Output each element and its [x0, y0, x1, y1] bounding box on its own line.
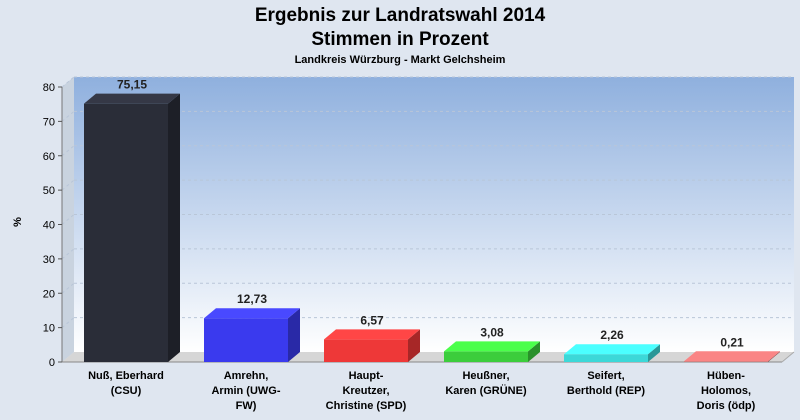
bar-5: [564, 344, 660, 362]
value-label: 0,21: [720, 335, 744, 349]
bar-front: [684, 361, 768, 362]
bars: [84, 93, 780, 362]
category-label-line: Hüben-: [707, 370, 745, 382]
bar-2: [204, 308, 300, 362]
bar-1: [84, 93, 180, 362]
y-tick-label: 60: [43, 151, 55, 163]
grid-line-side: [61, 179, 75, 191]
y-tick-label: 80: [43, 82, 55, 94]
bar-4: [444, 341, 540, 362]
value-label: 2,26: [600, 328, 624, 342]
category-label-line: Karen (GRÜNE): [445, 384, 527, 397]
y-tick-label: 30: [43, 254, 55, 266]
chart-title-line-2: Stimmen in Prozent: [311, 29, 489, 50]
chart-subtitle: Landkreis Würzburg - Markt Gelchsheim: [294, 54, 506, 66]
category-label: Hüben- Holomos, Doris (ödp): [697, 370, 756, 412]
category-label-line: Kreutzer,: [342, 385, 389, 397]
y-tick-label: 50: [43, 185, 55, 197]
category-label-line: Nuß, Eberhard: [88, 370, 164, 382]
value-label: 12,73: [237, 292, 267, 306]
grid-line-side: [61, 282, 75, 294]
category-label-line: Holomos,: [701, 385, 751, 397]
category-label-line: FW): [236, 400, 257, 412]
chart-title-block: Ergebnis zur Landratswahl 2014 Stimmen i…: [0, 4, 800, 67]
bar-side: [528, 341, 540, 362]
floor-edge: [781, 351, 795, 363]
value-label: 3,08: [480, 325, 504, 339]
y-tick-label: 20: [43, 288, 55, 300]
bar-side: [768, 351, 780, 362]
bar-top: [324, 329, 420, 340]
bar-3: [324, 329, 420, 362]
category-label: Amrehn, Armin (UWG- FW): [211, 370, 280, 412]
category-label: Seifert, Berthold (REP): [567, 370, 646, 397]
y-tick-label: 40: [43, 220, 55, 232]
chart-title: Ergebnis zur Landratswahl 2014: [254, 5, 546, 26]
bar-side: [288, 308, 300, 362]
y-tick-label: 10: [43, 323, 55, 335]
grid-line-side: [61, 110, 75, 122]
category-label: Nuß, Eberhard (CSU): [88, 370, 164, 397]
bar-6: [684, 351, 780, 362]
grid-line-side: [61, 145, 75, 157]
category-labels: Nuß, Eberhard (CSU) Amrehn, Armin (UWG- FW) H…: [88, 370, 756, 412]
bar-side: [408, 329, 420, 362]
bar-front: [444, 351, 528, 362]
category-label: Haupt- Kreutzer, Christine (SPD): [326, 370, 407, 412]
bar-front: [84, 103, 168, 362]
category-label-line: Heußner,: [462, 370, 509, 382]
bar-front: [324, 339, 408, 362]
bar-side: [168, 93, 180, 362]
value-label: 75,15: [117, 78, 147, 92]
category-label-line: Christine (SPD): [326, 400, 407, 412]
category-label-line: Berthold (REP): [567, 385, 646, 397]
bar-front: [204, 318, 288, 362]
grid-line-side: [61, 248, 75, 260]
category-label-line: (CSU): [111, 385, 142, 397]
grid-lines: [61, 76, 794, 329]
value-label: 6,57: [360, 313, 384, 327]
grid-line-side: [61, 317, 75, 329]
bar-top: [564, 344, 660, 355]
y-tick-label: 70: [43, 116, 55, 128]
bar-top: [684, 351, 780, 362]
bar-side: [648, 344, 660, 362]
category-label-line: Amrehn,: [224, 370, 269, 382]
category-label-line: Doris (ödp): [697, 400, 756, 412]
bar-top: [84, 93, 180, 104]
grid-line-side: [61, 76, 75, 88]
bar-top: [204, 308, 300, 319]
bar-top: [444, 341, 540, 352]
value-labels: 75,15 12,73 6,57 3,08 2,26 0,21: [117, 78, 744, 350]
category-label-line: Seifert,: [587, 370, 624, 382]
y-axis-label: %: [12, 217, 24, 227]
y-tick-label: 0: [49, 357, 55, 369]
bar-front: [564, 354, 648, 362]
category-label: Heußner, Karen (GRÜNE): [445, 370, 527, 397]
grid-line-side: [61, 214, 75, 225]
category-label-line: Haupt-: [349, 370, 384, 382]
category-label-line: Armin (UWG-: [211, 385, 280, 397]
y-axis: 0 10 20 30 40 50 60 70 80: [43, 82, 63, 369]
